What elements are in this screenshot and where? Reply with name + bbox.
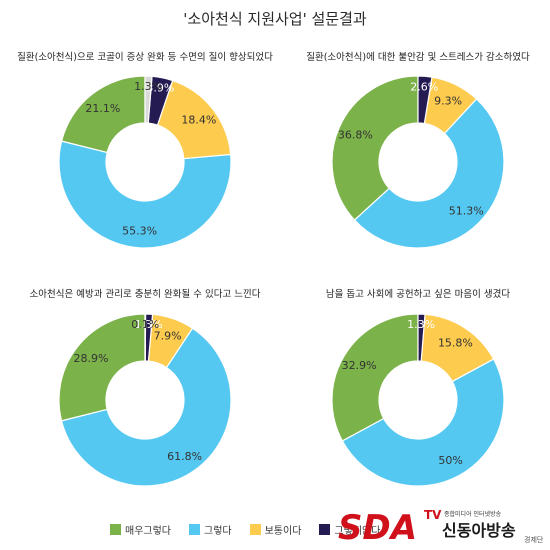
legend-item-disagree: 그렇지않다 [319, 522, 380, 537]
tv-mark: TV [424, 508, 442, 522]
donut-slice [341, 358, 505, 487]
slice-label: 15.8% [438, 337, 473, 350]
slice-label: 21.1% [85, 102, 120, 115]
slice-label: 1.3% [407, 318, 435, 331]
slice-label: 9.3% [434, 94, 462, 107]
page-title: '소아천식 지원사업' 설문결과 [183, 10, 367, 28]
slice-label: 28.9% [74, 352, 109, 365]
donut-slice [144, 313, 147, 362]
sda-mark: SDA [338, 508, 417, 547]
chart-title: 소아천식은 예방과 관리로 충분히 완화될 수 있다고 느낀다 [30, 288, 261, 300]
legend-label: 매우그렇다 [125, 526, 171, 537]
legend-label: 그렇다 [204, 526, 232, 537]
donut-slice [60, 327, 232, 487]
donut-slice [144, 75, 153, 124]
slice-label: 61.8% [167, 450, 202, 463]
slice-label: 32.9% [342, 359, 377, 372]
donut-slice [417, 75, 433, 125]
slice-label: 7.9% [154, 329, 182, 342]
donut-slice [331, 75, 419, 221]
watermark-brand: 신동아방송 [442, 521, 516, 540]
chart-title: 질환(소아천식)으로 코골이 증상 완화 등 수면의 질이 향상되었다 [17, 51, 273, 63]
legend-label: 그렇지않다 [334, 526, 381, 537]
slice-label: 2.6% [410, 80, 438, 93]
watermark-tagline: 종합미디어 인터넷방송 [444, 510, 502, 518]
legend-swatch [319, 524, 331, 535]
legend-swatch [110, 524, 121, 535]
donut-slice [58, 140, 232, 249]
slice-label: 36.8% [338, 128, 373, 141]
donut-slice [331, 313, 419, 442]
legend-swatch [189, 524, 200, 535]
slice-label: 51.3% [449, 205, 484, 218]
sda-watermark-logo: SDA TV 종합미디어 인터넷방송 신동아방송 경제단 [338, 508, 544, 547]
slice-label: 55.3% [122, 224, 157, 237]
slice-label: 1.3% [135, 318, 163, 331]
slice-label: 1.3% [134, 80, 162, 93]
chart-title: 남을 돕고 사회에 공헌하고 싶은 마음이 생겼다 [326, 288, 510, 300]
slice-label: 50% [438, 454, 462, 467]
legend-label: 보통이다 [264, 526, 302, 537]
chart-title: 질환(소아천식)에 대한 불안감 및 스트레스가 감소하였다 [306, 51, 530, 63]
watermark-sub: 경제단 [524, 535, 544, 544]
donut-slice [353, 98, 505, 249]
legend-item-neutral: 보통이다 [249, 522, 302, 537]
legend: 매우그렇다 그렇다 보통이다 그렇지않다 [110, 522, 380, 537]
donut-slice [58, 313, 146, 422]
slice-label: 18.4% [181, 114, 216, 127]
slice-label: 3.9% [146, 82, 174, 95]
legend-item-agree: 그렇다 [189, 522, 232, 537]
donut-slice [417, 313, 426, 362]
donut-slice [60, 75, 146, 154]
slice-label: 0.1% [131, 318, 159, 331]
legend-swatch [249, 524, 261, 535]
legend-item-very-agree: 매우그렇다 [110, 522, 171, 537]
